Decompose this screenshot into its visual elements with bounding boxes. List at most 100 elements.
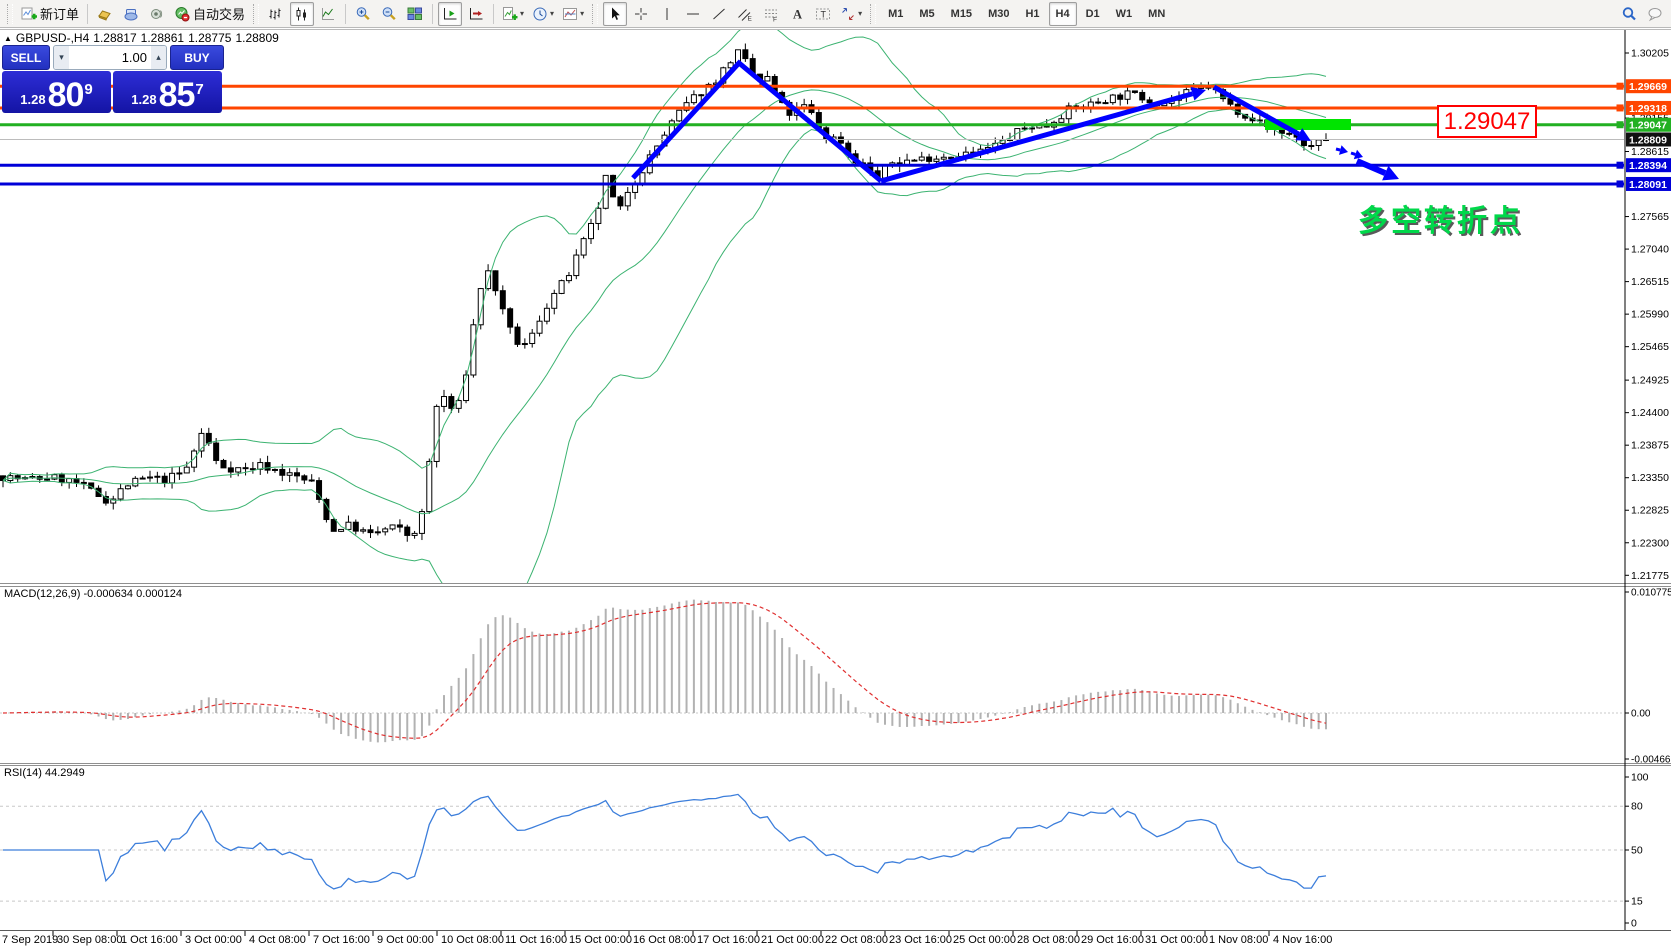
buy-price-panel[interactable]: 1.28 85 7 bbox=[113, 71, 222, 113]
svg-text:1.29047: 1.29047 bbox=[1629, 120, 1667, 132]
collapse-panel-icon[interactable]: ▲ bbox=[4, 34, 12, 43]
bars-icon bbox=[268, 6, 284, 22]
timeframe-d1-button[interactable]: D1 bbox=[1079, 2, 1107, 26]
text-button[interactable]: A bbox=[785, 2, 809, 26]
volume-increase-button[interactable]: ▴ bbox=[151, 46, 166, 69]
zoom-out-button[interactable] bbox=[377, 2, 401, 26]
templates-button[interactable]: ▾ bbox=[559, 2, 587, 26]
indicators-icon bbox=[502, 6, 518, 22]
small-direction-arrow[interactable] bbox=[1350, 149, 1363, 160]
macd-label: MACD(12,26,9) -0.000634 0.000124 bbox=[4, 588, 182, 600]
svg-text:10 Oct 08:00: 10 Oct 08:00 bbox=[441, 934, 504, 946]
bar-chart-button[interactable] bbox=[264, 2, 288, 26]
volume-decrease-button[interactable]: ▾ bbox=[54, 46, 69, 69]
main-toolbar: 新订单 自动交易 ▾ ▾ ▾ E F A T ▾ M1 M5 M15 M30 H1 H4 D1 W1 MN bbox=[0, 0, 1671, 28]
rsi-line bbox=[3, 793, 1327, 890]
svg-text:3 Oct 00:00: 3 Oct 00:00 bbox=[185, 934, 242, 946]
timeframe-m30-button[interactable]: M30 bbox=[981, 2, 1016, 26]
svg-text:-0.004668: -0.004668 bbox=[1631, 755, 1671, 766]
svg-text:31 Oct 00:00: 31 Oct 00:00 bbox=[1145, 934, 1208, 946]
sell-button[interactable]: SELL bbox=[2, 45, 50, 70]
timeframe-mn-button[interactable]: MN bbox=[1141, 2, 1172, 26]
svg-text:30 Sep 08:00: 30 Sep 08:00 bbox=[57, 934, 122, 946]
timeframe-w1-button[interactable]: W1 bbox=[1109, 2, 1140, 26]
candlestick-chart-button[interactable] bbox=[290, 1, 315, 26]
small-direction-arrow[interactable] bbox=[1335, 145, 1348, 155]
toolbar-separator bbox=[493, 3, 495, 24]
timeframe-h4-button[interactable]: H4 bbox=[1048, 1, 1077, 26]
chevron-down-icon[interactable]: ▾ bbox=[580, 9, 585, 18]
volume-stepper[interactable]: ▾ 1.00 ▴ bbox=[53, 45, 167, 70]
chevron-down-icon[interactable]: ▾ bbox=[520, 9, 525, 18]
svg-text:F: F bbox=[773, 16, 777, 22]
autotrade-icon bbox=[174, 6, 190, 22]
buy-button[interactable]: BUY bbox=[170, 45, 224, 70]
price-callout-box: 1.29047 bbox=[1437, 105, 1537, 138]
highlight-zone-bar[interactable] bbox=[1265, 119, 1351, 130]
tile-windows-button[interactable] bbox=[403, 2, 427, 26]
trendline-button[interactable] bbox=[707, 2, 731, 26]
fibonacci-button[interactable]: F bbox=[759, 2, 783, 26]
svg-text:15: 15 bbox=[1631, 896, 1643, 908]
svg-text:1.27565: 1.27565 bbox=[1631, 211, 1669, 223]
cursor-button[interactable] bbox=[603, 1, 628, 26]
search-button[interactable] bbox=[1617, 2, 1641, 26]
chevron-down-icon[interactable]: ▾ bbox=[550, 9, 555, 18]
sound-button[interactable] bbox=[145, 2, 169, 26]
timeframe-m1-button[interactable]: M1 bbox=[881, 2, 910, 26]
chart-shift-button[interactable] bbox=[464, 2, 488, 26]
buy-price-pip: 7 bbox=[195, 81, 204, 98]
text-label-button[interactable]: T bbox=[811, 2, 835, 26]
candles-icon bbox=[294, 6, 310, 22]
timeframe-m5-button[interactable]: M5 bbox=[912, 2, 941, 26]
autotrading-button[interactable]: 自动交易 bbox=[171, 2, 248, 26]
arrows-icon bbox=[840, 6, 856, 22]
crosshair-button[interactable] bbox=[629, 2, 653, 26]
timeframe-h1-button[interactable]: H1 bbox=[1018, 2, 1046, 26]
svg-text:1 Nov 08:00: 1 Nov 08:00 bbox=[1209, 934, 1268, 946]
svg-text:25 Oct 00:00: 25 Oct 00:00 bbox=[953, 934, 1016, 946]
toolbar-separator bbox=[87, 3, 89, 24]
horizontal-line-button[interactable] bbox=[681, 2, 705, 26]
svg-text:0.00: 0.00 bbox=[1631, 709, 1651, 720]
down-trend-arrow[interactable] bbox=[1212, 84, 1311, 141]
speaker-icon bbox=[149, 6, 165, 22]
chat-button[interactable] bbox=[1643, 2, 1667, 26]
line-chart-button[interactable] bbox=[316, 2, 340, 26]
auto-scroll-button[interactable] bbox=[438, 1, 463, 26]
buy-price-prefix: 1.28 bbox=[131, 92, 157, 107]
one-click-trading-panel: SELL ▾ 1.00 ▴ BUY 1.28 80 9 1.28 85 7 bbox=[2, 45, 224, 113]
svg-text:100: 100 bbox=[1631, 772, 1649, 784]
data-folder-button[interactable] bbox=[119, 2, 143, 26]
fibo-icon: F bbox=[763, 6, 779, 22]
symbol-ohlc-label: ▲ GBPUSD-,H4 1.28817 1.28861 1.28775 1.28809 bbox=[4, 31, 283, 45]
vertical-line-button[interactable] bbox=[655, 2, 679, 26]
timeframe-m15-button[interactable]: M15 bbox=[944, 2, 979, 26]
svg-text:15 Oct 00:00: 15 Oct 00:00 bbox=[569, 934, 632, 946]
indicators-button[interactable]: ▾ bbox=[499, 2, 527, 26]
svg-text:1.23350: 1.23350 bbox=[1631, 472, 1669, 484]
zigzag-up-arrow[interactable] bbox=[880, 87, 1206, 184]
chevron-down-icon[interactable]: ▾ bbox=[858, 9, 863, 18]
sell-price-panel[interactable]: 1.28 80 9 bbox=[2, 71, 111, 113]
projection-arrow[interactable] bbox=[1355, 158, 1399, 181]
zoom-in-button[interactable] bbox=[351, 2, 375, 26]
volume-value[interactable]: 1.00 bbox=[121, 50, 147, 65]
svg-text:1.27040: 1.27040 bbox=[1631, 244, 1669, 256]
svg-text:50: 50 bbox=[1631, 845, 1643, 857]
arrows-button[interactable]: ▾ bbox=[837, 2, 865, 26]
bollinger-mid-band bbox=[2, 89, 1327, 515]
equidistant-channel-button[interactable]: E bbox=[733, 2, 757, 26]
svg-text:1.25990: 1.25990 bbox=[1631, 309, 1669, 321]
periods-button[interactable]: ▾ bbox=[529, 2, 557, 26]
sell-price-prefix: 1.28 bbox=[20, 92, 46, 107]
zigzag-trendline[interactable] bbox=[631, 59, 883, 183]
metaquotes-button[interactable] bbox=[93, 2, 117, 26]
tile-icon bbox=[407, 6, 423, 22]
new-order-button[interactable]: 新订单 bbox=[18, 2, 82, 26]
svg-text:1.24925: 1.24925 bbox=[1631, 375, 1669, 387]
tline-icon bbox=[711, 6, 727, 22]
ohlc-high: 1.28861 bbox=[140, 31, 185, 45]
svg-text:22 Oct 08:00: 22 Oct 08:00 bbox=[825, 934, 888, 946]
